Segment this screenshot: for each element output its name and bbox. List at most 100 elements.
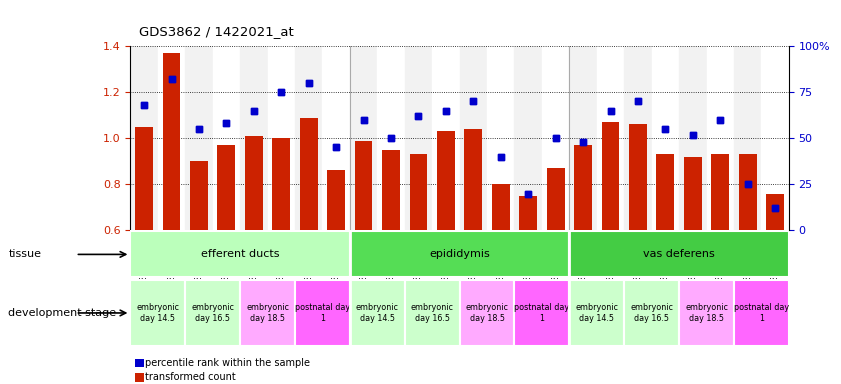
Text: embryonic
day 14.5: embryonic day 14.5 [136, 303, 179, 323]
Point [439, 108, 452, 114]
Bar [629, 124, 647, 230]
Point [549, 135, 563, 141]
Bar [519, 196, 537, 230]
Point [302, 80, 315, 86]
Point [713, 117, 727, 123]
Bar [382, 150, 400, 230]
Point [247, 108, 261, 114]
Point [412, 113, 426, 119]
Point [769, 205, 782, 211]
Text: percentile rank within the sample: percentile rank within the sample [145, 358, 310, 368]
Bar [515, 280, 569, 346]
Bar [761, 46, 789, 230]
Point [494, 154, 507, 160]
Text: efferent ducts: efferent ducts [201, 249, 279, 260]
Bar [158, 46, 185, 230]
Bar [542, 46, 569, 230]
Bar [624, 280, 679, 346]
Bar [190, 161, 208, 230]
Point [384, 135, 398, 141]
Bar [350, 280, 405, 346]
Bar [492, 184, 510, 230]
Bar [185, 280, 240, 346]
Text: postnatal day
1: postnatal day 1 [515, 303, 569, 323]
Bar [629, 124, 647, 230]
Point [274, 89, 288, 95]
Bar [734, 280, 789, 346]
Bar [684, 157, 701, 230]
Text: embryonic
day 18.5: embryonic day 18.5 [685, 303, 728, 323]
Bar [355, 141, 373, 230]
Bar [327, 170, 345, 230]
Bar [272, 138, 290, 230]
Bar [410, 154, 427, 230]
Bar [240, 46, 267, 230]
Text: embryonic
day 16.5: embryonic day 16.5 [410, 303, 453, 323]
Text: development stage: development stage [8, 308, 117, 318]
Bar [240, 280, 295, 346]
Text: transformed count: transformed count [145, 372, 236, 382]
Point [439, 108, 452, 114]
Bar [410, 154, 427, 230]
Point [137, 102, 151, 108]
Bar [213, 46, 240, 230]
Point [659, 126, 672, 132]
Text: postnatal day
1: postnatal day 1 [295, 303, 350, 323]
Text: tissue: tissue [8, 249, 41, 260]
Point [659, 126, 672, 132]
Point [165, 76, 178, 82]
Bar [487, 46, 515, 230]
Bar [574, 145, 592, 230]
Bar [464, 129, 482, 230]
Bar [766, 194, 784, 230]
Bar [190, 161, 208, 230]
Bar [734, 46, 761, 230]
Bar [405, 280, 459, 346]
Bar [679, 280, 734, 346]
Bar [245, 136, 262, 230]
Bar [218, 145, 235, 230]
Bar [624, 46, 652, 230]
Bar [162, 53, 181, 230]
Point [137, 102, 151, 108]
Bar [684, 157, 701, 230]
Bar [657, 154, 674, 230]
Point [193, 126, 206, 132]
Bar [657, 154, 674, 230]
Bar [185, 46, 213, 230]
Bar [322, 46, 350, 230]
Bar [711, 154, 729, 230]
Point [330, 144, 343, 151]
Bar [135, 127, 153, 230]
Point [193, 126, 206, 132]
Text: GDS3862 / 1422021_at: GDS3862 / 1422021_at [139, 25, 294, 38]
Point [576, 139, 590, 145]
Bar [569, 231, 789, 277]
Point [412, 113, 426, 119]
Text: embryonic
day 14.5: embryonic day 14.5 [575, 303, 618, 323]
Point [549, 135, 563, 141]
Bar [295, 280, 350, 346]
Bar [130, 46, 158, 230]
Point [220, 121, 233, 127]
Bar [492, 184, 510, 230]
Bar [299, 118, 318, 230]
Bar [519, 196, 537, 230]
Bar [272, 138, 290, 230]
Bar [601, 122, 620, 230]
Point [384, 135, 398, 141]
Bar [738, 154, 757, 230]
Point [467, 98, 480, 104]
Bar [679, 46, 706, 230]
Point [467, 98, 480, 104]
Text: embryonic
day 14.5: embryonic day 14.5 [356, 303, 399, 323]
Bar [405, 46, 432, 230]
Text: embryonic
day 18.5: embryonic day 18.5 [246, 303, 289, 323]
Bar [652, 46, 679, 230]
Bar [432, 46, 459, 230]
Bar [350, 231, 569, 277]
Point [686, 131, 700, 137]
Point [302, 80, 315, 86]
Point [769, 205, 782, 211]
Text: embryonic
day 16.5: embryonic day 16.5 [191, 303, 234, 323]
